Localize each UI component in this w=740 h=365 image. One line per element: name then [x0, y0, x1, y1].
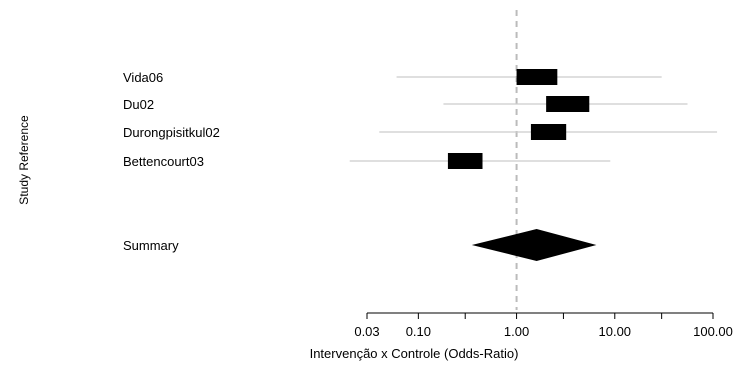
- estimate-box: [530, 124, 567, 140]
- x-tick-label: 1.00: [504, 324, 529, 339]
- x-tick-label: 0.10: [406, 324, 431, 339]
- x-axis-title: Intervenção x Controle (Odds-Ratio): [310, 346, 519, 361]
- x-tick-label: 0.03: [354, 324, 379, 339]
- summary-diamond: [471, 229, 597, 261]
- x-tick-label: 10.00: [599, 324, 632, 339]
- summary-label: Summary: [123, 238, 179, 253]
- study-row: Du02: [123, 96, 688, 112]
- study-label: Vida06: [123, 70, 163, 85]
- study-label: Bettencourt03: [123, 154, 204, 169]
- study-label: Du02: [123, 97, 154, 112]
- study-row: Durongpisitkul02: [123, 124, 718, 140]
- x-tick-label: 100.00: [693, 324, 733, 339]
- estimate-box: [546, 96, 590, 112]
- y-axis-title: Study Reference: [17, 115, 31, 205]
- study-label: Durongpisitkul02: [123, 125, 220, 140]
- study-row: Bettencourt03: [123, 153, 611, 169]
- study-row: Vida06: [123, 69, 662, 85]
- estimate-box: [447, 153, 483, 169]
- estimate-box: [516, 69, 558, 85]
